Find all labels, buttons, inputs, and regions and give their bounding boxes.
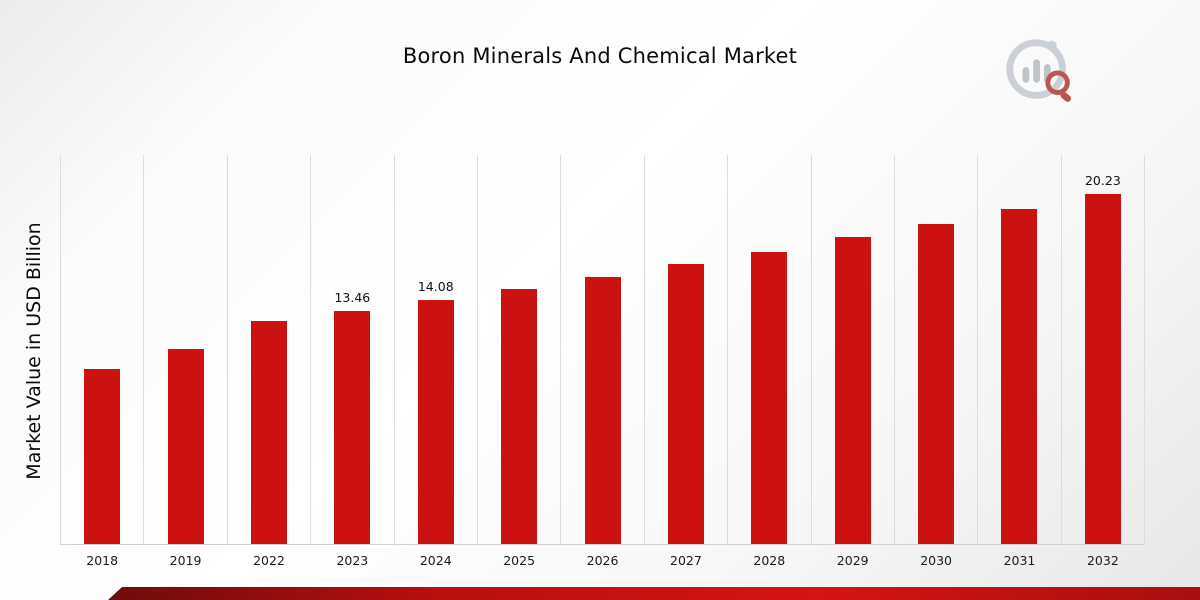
x-axis-tick-label: 2022 <box>253 553 285 568</box>
y-axis-label: Market Value in USD Billion <box>23 222 45 480</box>
category-slot: 2025 <box>476 155 560 568</box>
bar-value-label: 13.46 <box>334 290 371 305</box>
category-slot: 2028 <box>727 155 810 568</box>
x-axis-tick-label: 2026 <box>586 553 619 568</box>
bar <box>918 224 955 544</box>
bar-value-label: 14.08 <box>417 279 454 294</box>
chart-title: Boron Minerals And Chemical Market <box>402 44 798 68</box>
bar <box>417 300 454 544</box>
x-axis-tick-label: 2027 <box>670 553 702 568</box>
bar <box>250 321 287 544</box>
category-slot: 2029 <box>810 155 894 568</box>
category-slot: 2031 <box>977 155 1060 568</box>
bar <box>667 264 704 544</box>
x-axis-tick-label: 2028 <box>753 553 786 568</box>
x-axis-tick-label: 2018 <box>86 553 119 568</box>
bar <box>167 349 204 544</box>
bar <box>1084 194 1121 544</box>
bottom-accent-bar <box>108 587 1200 600</box>
x-axis-tick-label: 2023 <box>336 553 369 568</box>
x-axis-tick-label: 2032 <box>1086 553 1119 568</box>
category-slot: 20.23 2032 <box>1060 155 1144 568</box>
category-slot: 2018 <box>60 155 143 568</box>
x-axis-tick-label: 2031 <box>1003 553 1036 568</box>
bar <box>501 289 538 544</box>
category-slot: 2019 <box>143 155 226 568</box>
category-slot: 2030 <box>893 155 977 568</box>
brand-logo-icon <box>1006 39 1072 102</box>
x-axis-tick-label: 2029 <box>836 553 869 568</box>
x-axis-tick-label: 2024 <box>419 553 452 568</box>
category-slot: 14.08 2024 <box>393 155 477 568</box>
bar-value-label: 20.23 <box>1084 173 1121 188</box>
bar <box>751 252 788 544</box>
x-axis-tick-label: 2025 <box>503 553 536 568</box>
x-axis-tick-label: 2019 <box>169 553 202 568</box>
bar <box>84 369 121 544</box>
category-slot: 13.46 2023 <box>310 155 393 568</box>
plot-area: 2018 2019 2022 13.46 2023 14.08 2024 2025 2026 20… <box>60 155 1145 568</box>
category-slot: 2022 <box>226 155 310 568</box>
bar <box>834 237 871 544</box>
bar <box>334 311 371 544</box>
category-slot: 2027 <box>643 155 727 568</box>
bar <box>1001 209 1038 544</box>
category-slot: 2026 <box>560 155 643 568</box>
x-axis-tick-label: 2030 <box>920 553 952 568</box>
bar <box>584 277 621 544</box>
